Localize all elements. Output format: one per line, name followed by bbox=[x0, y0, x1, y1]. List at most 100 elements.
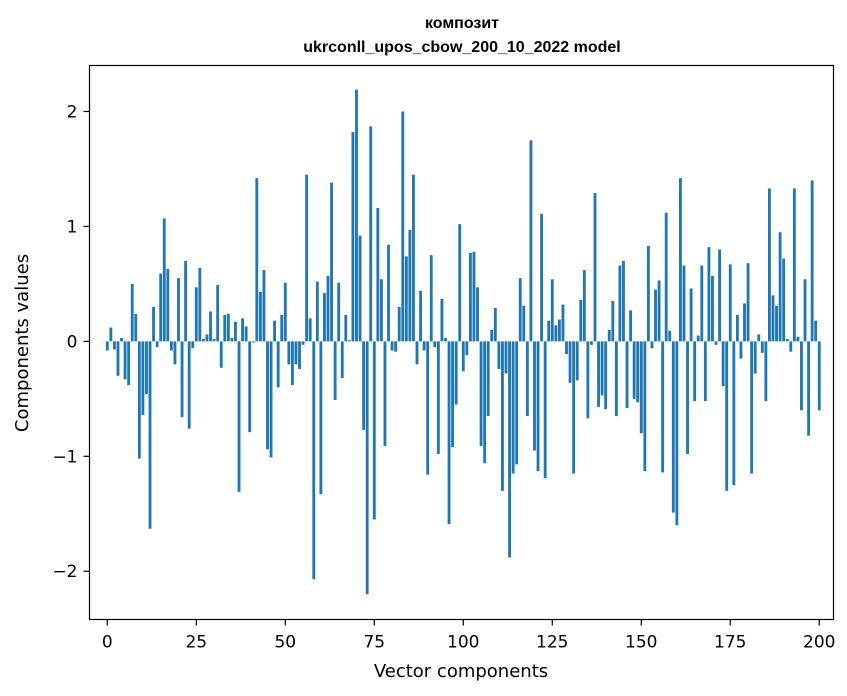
bar-106 bbox=[483, 341, 487, 464]
bar-44 bbox=[262, 270, 266, 342]
bar-124 bbox=[547, 320, 551, 342]
bar-119 bbox=[529, 140, 533, 342]
bar-12 bbox=[148, 341, 152, 529]
x-tick-label: 125 bbox=[536, 633, 568, 653]
chart-title-line1: композит bbox=[425, 15, 499, 32]
bar-158 bbox=[668, 331, 672, 342]
bar-102 bbox=[468, 252, 472, 342]
bar-190 bbox=[782, 258, 786, 342]
bar-184 bbox=[760, 341, 764, 353]
bar-135 bbox=[586, 341, 590, 419]
bar-109 bbox=[493, 308, 497, 342]
bar-28 bbox=[205, 334, 209, 342]
bar-32 bbox=[219, 341, 223, 368]
bar-152 bbox=[646, 245, 650, 342]
bar-40 bbox=[248, 341, 252, 433]
bar-86 bbox=[412, 174, 415, 342]
bar-15 bbox=[159, 273, 163, 342]
bar-116 bbox=[518, 278, 522, 342]
bar-172 bbox=[718, 249, 722, 342]
bar-162 bbox=[682, 265, 686, 342]
bar-182 bbox=[753, 341, 757, 374]
x-tick-label: 175 bbox=[714, 633, 746, 653]
bar-114 bbox=[511, 341, 515, 474]
bar-178 bbox=[739, 341, 743, 359]
bar-18 bbox=[169, 341, 173, 351]
bar-78 bbox=[383, 341, 387, 446]
bar-148 bbox=[632, 341, 636, 399]
bar-83 bbox=[401, 111, 405, 342]
bar-151 bbox=[643, 341, 647, 472]
y-axis-label: Components values bbox=[12, 254, 33, 432]
bar-57 bbox=[308, 318, 312, 342]
bar-92 bbox=[433, 341, 437, 348]
y-axis: −2 −1 0 1 2 bbox=[52, 102, 90, 582]
bar-145 bbox=[622, 260, 625, 342]
bar-186 bbox=[768, 188, 771, 342]
bar-140 bbox=[604, 341, 608, 410]
bar-94 bbox=[440, 298, 444, 342]
bar-199 bbox=[814, 320, 818, 342]
bar-3 bbox=[116, 341, 120, 376]
bar-134 bbox=[582, 270, 586, 342]
bar-33 bbox=[223, 314, 227, 342]
bar-19 bbox=[173, 341, 177, 365]
bar-35 bbox=[230, 337, 234, 342]
bar-136 bbox=[590, 341, 593, 345]
bar-139 bbox=[600, 341, 604, 396]
bar-173 bbox=[721, 341, 725, 387]
bar-75 bbox=[372, 341, 376, 520]
bars-group bbox=[105, 89, 821, 595]
bar-121 bbox=[536, 341, 540, 472]
bar-108 bbox=[490, 329, 494, 342]
x-axis-label: Vector components bbox=[374, 661, 548, 682]
bar-103 bbox=[472, 251, 476, 342]
bar-2 bbox=[112, 341, 116, 350]
x-tick-label: 150 bbox=[625, 633, 657, 653]
bar-126 bbox=[554, 325, 558, 342]
x-axis: 0 25 50 75 100 125 150 175 200 bbox=[102, 619, 835, 653]
y-tick-label: 1 bbox=[67, 217, 78, 237]
bar-93 bbox=[436, 341, 440, 454]
bar-74 bbox=[369, 126, 373, 342]
bar-16 bbox=[162, 218, 166, 342]
bar-101 bbox=[465, 341, 469, 356]
bar-144 bbox=[618, 265, 622, 342]
bar-187 bbox=[771, 295, 775, 342]
bar-63 bbox=[330, 182, 333, 342]
bar-20 bbox=[177, 278, 180, 342]
bar-174 bbox=[725, 341, 729, 491]
bar-142 bbox=[611, 301, 615, 342]
bar-88 bbox=[419, 290, 422, 342]
bar-36 bbox=[234, 321, 237, 342]
bar-62 bbox=[326, 275, 330, 342]
bar-13 bbox=[152, 306, 155, 342]
bar-4 bbox=[120, 337, 123, 342]
bar-59 bbox=[315, 281, 319, 342]
bar-34 bbox=[226, 313, 230, 342]
bar-198 bbox=[810, 180, 814, 342]
bar-82 bbox=[397, 306, 401, 342]
bar-137 bbox=[593, 193, 597, 342]
bar-45 bbox=[266, 341, 269, 450]
bar-8 bbox=[134, 313, 138, 342]
bar-163 bbox=[686, 341, 689, 454]
bar-171 bbox=[714, 341, 718, 345]
bar-129 bbox=[565, 341, 568, 354]
bar-22 bbox=[184, 260, 188, 342]
bar-95 bbox=[444, 337, 447, 342]
bar-118 bbox=[525, 341, 529, 417]
bar-146 bbox=[625, 341, 629, 409]
bar-147 bbox=[629, 310, 633, 342]
bar-46 bbox=[269, 341, 273, 458]
bar-170 bbox=[711, 275, 714, 342]
bar-81 bbox=[394, 341, 398, 352]
bar-42 bbox=[255, 178, 259, 342]
bar-160 bbox=[675, 341, 679, 526]
bar-89 bbox=[422, 341, 426, 351]
bar-69 bbox=[351, 132, 355, 342]
bar-175 bbox=[728, 264, 732, 342]
bar-66 bbox=[340, 341, 344, 379]
bar-127 bbox=[557, 319, 561, 342]
bar-49 bbox=[280, 314, 284, 342]
